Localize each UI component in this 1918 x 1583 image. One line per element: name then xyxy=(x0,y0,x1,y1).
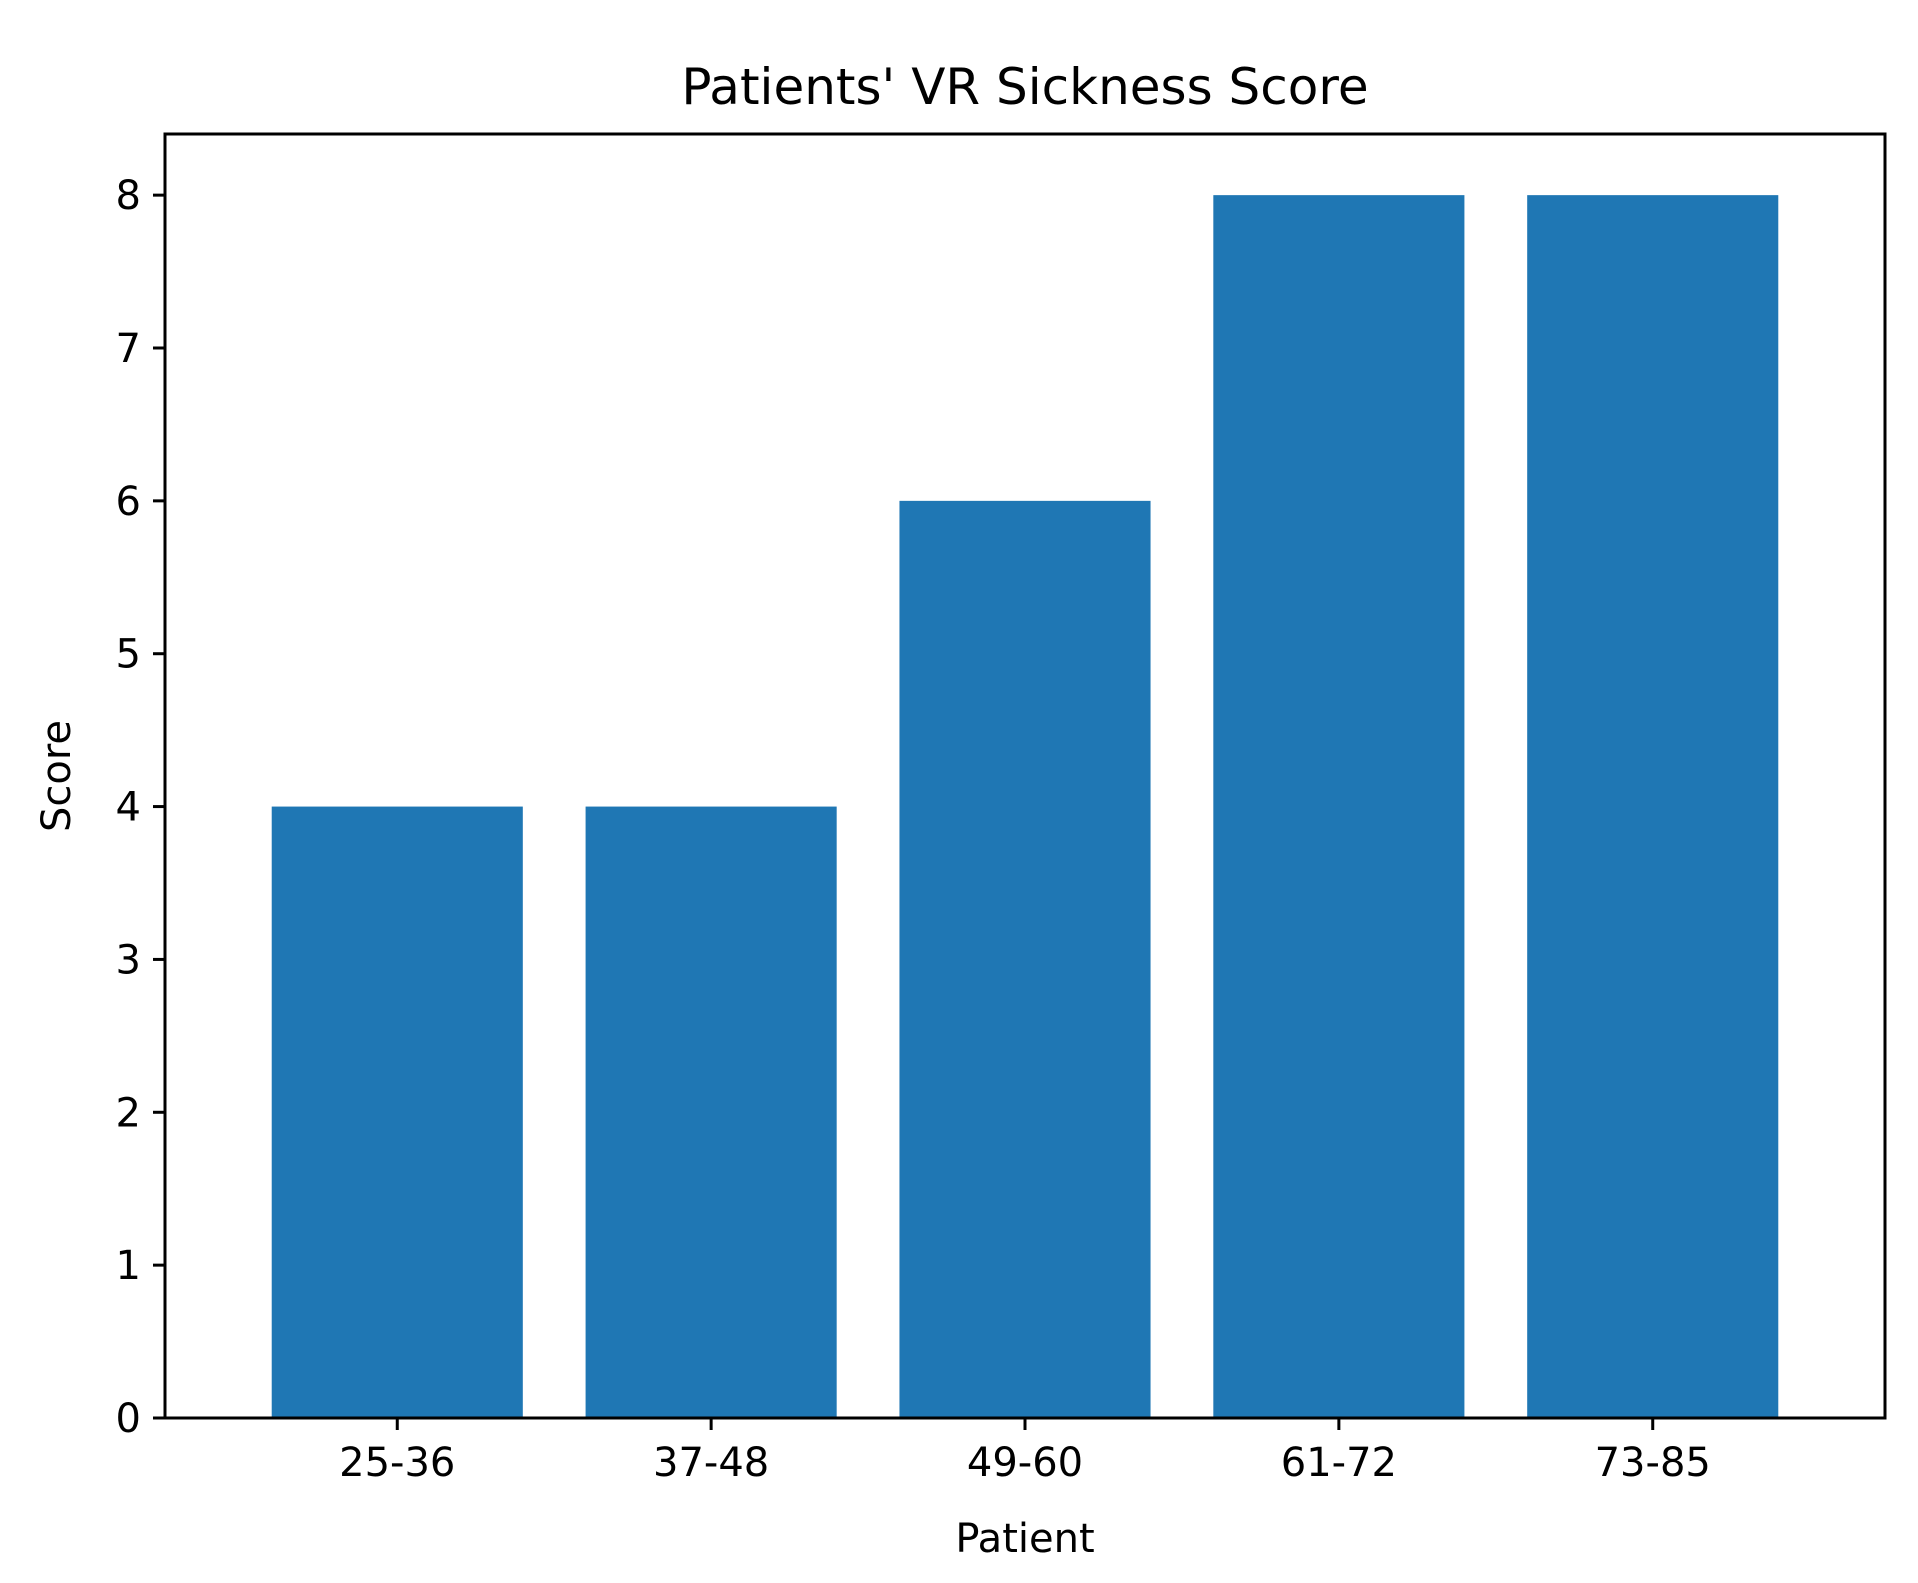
y-tick-label: 0 xyxy=(116,1396,141,1442)
y-axis-ticks: 0 1 2 3 4 5 6 7 8 xyxy=(116,173,165,1442)
x-tick-label: 37-48 xyxy=(653,1440,769,1486)
bars-layer xyxy=(271,195,1779,1419)
x-tick-label: 25-36 xyxy=(339,1440,455,1486)
x-tick-label: 73-85 xyxy=(1595,1440,1711,1486)
y-axis-label: Score xyxy=(34,720,80,832)
y-tick-label: 8 xyxy=(116,173,141,219)
bar-49-60 xyxy=(899,500,1151,1418)
y-tick-label: 6 xyxy=(116,479,141,525)
y-tick-label: 1 xyxy=(116,1243,141,1289)
bar-25-36 xyxy=(271,806,523,1418)
bar-73-85 xyxy=(1527,195,1779,1419)
y-tick-label: 3 xyxy=(116,937,141,983)
y-tick-label: 4 xyxy=(116,785,141,831)
y-tick-label: 7 xyxy=(116,326,141,372)
y-tick-label: 5 xyxy=(116,632,141,678)
bar-37-48 xyxy=(585,806,837,1418)
chart-title: Patients' VR Sickness Score xyxy=(681,58,1368,116)
x-axis-ticks: 25-36 37-48 49-60 61-72 73-85 xyxy=(339,1418,1711,1486)
bar-61-72 xyxy=(1213,195,1465,1419)
y-tick-label: 2 xyxy=(116,1090,141,1136)
x-axis-label: Patient xyxy=(955,1516,1094,1562)
x-tick-label: 61-72 xyxy=(1281,1440,1397,1486)
x-tick-label: 49-60 xyxy=(967,1440,1083,1486)
